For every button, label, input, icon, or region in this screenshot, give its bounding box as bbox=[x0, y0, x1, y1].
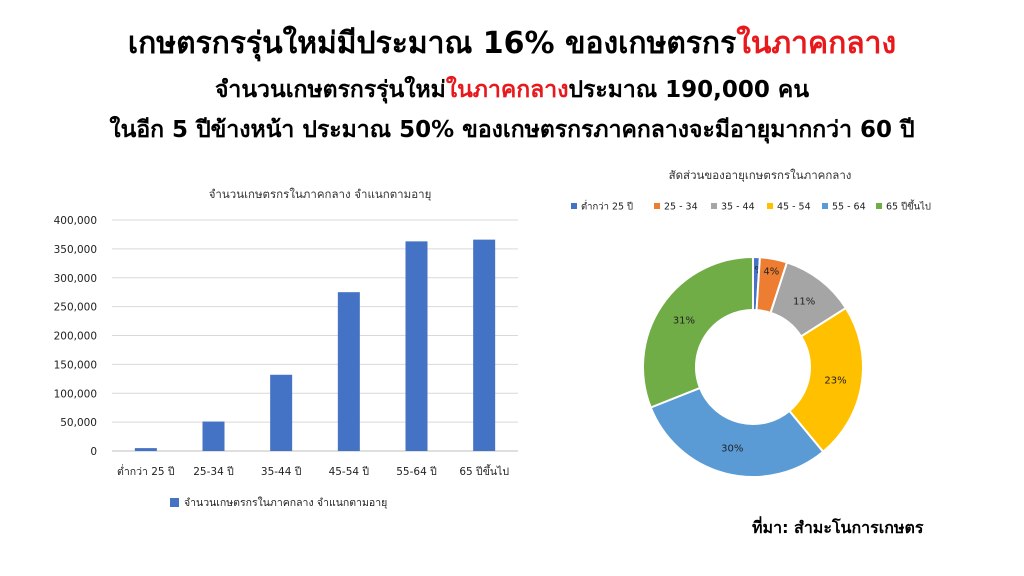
donut-legend-swatch bbox=[767, 203, 773, 209]
y-tick-label: 200,000 bbox=[54, 331, 97, 343]
donut-legend-label: 45 - 54 bbox=[777, 202, 811, 213]
bar bbox=[134, 448, 157, 451]
x-tick-label: 35-44 ปี bbox=[261, 465, 302, 478]
bar bbox=[337, 292, 360, 451]
headline-2-suffix: ประมาณ 190,000 คน bbox=[568, 77, 810, 103]
headline-1: เกษตรกรรุ่นใหม่มีประมาณ 16% ของเกษตรกรใน… bbox=[0, 20, 1024, 67]
source-note: ที่มา: สำมะโนการเกษตร bbox=[752, 518, 924, 537]
bar bbox=[473, 239, 496, 451]
y-tick-label: 250,000 bbox=[54, 302, 97, 314]
y-tick-label: 50,000 bbox=[60, 417, 97, 429]
donut-legend-swatch bbox=[571, 203, 577, 209]
bar-legend-label: จำนวนเกษตรกรในภาคกลาง จำแนกตามอายุ bbox=[184, 496, 387, 509]
donut-data-label: 23% bbox=[824, 376, 846, 387]
donut-data-label: 30% bbox=[721, 443, 743, 454]
y-tick-label: 300,000 bbox=[54, 273, 97, 285]
bar bbox=[270, 374, 293, 451]
donut-legend-swatch bbox=[876, 203, 882, 209]
donut-legend-swatch bbox=[822, 203, 828, 209]
y-tick-label: 0 bbox=[90, 446, 97, 458]
donut-chart-title: สัดส่วนของอายุเกษตรกรในภาคกลาง bbox=[668, 168, 852, 182]
y-tick-label: 150,000 bbox=[54, 359, 97, 371]
x-tick-label: 45-54 ปี bbox=[329, 465, 370, 478]
donut-legend-swatch bbox=[711, 203, 717, 209]
donut-slice bbox=[642, 255, 754, 409]
donut-data-label: 11% bbox=[793, 297, 815, 308]
donut-legend-label: 55 - 64 bbox=[832, 202, 866, 213]
headline-3: ในอีก 5 ปีข้างหน้า ประมาณ 50% ของเกษตรกร… bbox=[109, 117, 915, 143]
headline-2-highlight: ในภาคกลาง bbox=[445, 77, 569, 103]
donut-legend-label: 25 - 34 bbox=[664, 202, 698, 213]
donut-legend-swatch bbox=[654, 203, 660, 209]
bar-chart: 0 50,000 100,000 150,000 200,000 250,000 300,0… bbox=[54, 215, 518, 509]
donut-chart: ต่ำกว่า 25 ปี 25 - 34 35 - 44 45 - 54 55 - 6… bbox=[571, 200, 931, 478]
headline-2: จำนวนเกษตรกรรุ่นใหม่ในภาคกลางประมาณ 190,… bbox=[0, 72, 1024, 108]
donut-legend-label: ต่ำกว่า 25 ปี bbox=[581, 200, 633, 213]
x-tick-label: 65 ปีขึ้นไป bbox=[459, 464, 509, 478]
y-tick-label: 100,000 bbox=[54, 388, 97, 400]
donut-slice bbox=[787, 306, 864, 454]
bar-chart-title: จำนวนเกษตรกรในภาคกลาง จำแนกตามอายุ bbox=[208, 187, 432, 201]
donut-data-label: 31% bbox=[673, 316, 695, 327]
y-tick-label: 350,000 bbox=[54, 244, 97, 256]
bar-legend-swatch bbox=[170, 498, 179, 507]
donut-data-label: 1% bbox=[748, 265, 764, 276]
donut-legend-label: 35 - 44 bbox=[721, 202, 755, 213]
bar bbox=[202, 421, 225, 451]
x-tick-label: ต่ำกว่า 25 ปี bbox=[117, 464, 175, 478]
headline-1-highlight: ในภาคกลาง bbox=[736, 26, 897, 61]
x-tick-label: 25-34 ปี bbox=[193, 465, 234, 478]
headline-2-prefix: จำนวนเกษตรกรรุ่นใหม่ bbox=[214, 77, 446, 103]
y-tick-label: 400,000 bbox=[54, 215, 97, 227]
headline-1-text: เกษตรกรรุ่นใหม่มีประมาณ 16% ของเกษตรกร bbox=[127, 26, 737, 61]
donut-legend-label: 65 ปีขึ้นไป bbox=[886, 200, 931, 213]
x-tick-label: 55-64 ปี bbox=[396, 465, 437, 478]
donut-slice bbox=[649, 386, 825, 478]
donut-data-label: 4% bbox=[763, 267, 779, 278]
bar bbox=[405, 241, 428, 451]
